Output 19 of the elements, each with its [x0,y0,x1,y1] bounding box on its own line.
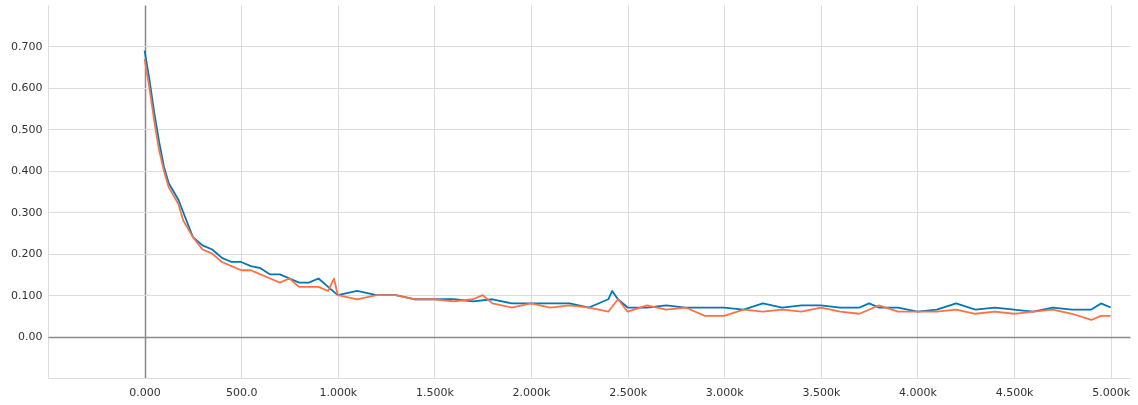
y-tick-label: 0.300 [11,205,43,219]
x-tick-label: 5.000k [1092,385,1131,399]
x-tick-label: 500.0 [225,385,258,399]
x-tick-label: 3.500k [802,385,841,399]
y-tick-label: 0.600 [11,81,43,95]
y-tick-label: 0.100 [11,288,43,302]
y-tick-label: 0.00 [18,330,43,344]
x-tick-label: 1.500k [415,385,455,399]
x-tick-label: 2.000k [512,385,552,399]
x-tick-label: 3.000k [705,385,745,399]
x-tick-label: 1.000k [319,385,358,399]
y-tick-label: 0.700 [11,39,43,53]
x-tick-label: 4.000k [899,385,938,399]
y-tick-label: 0.200 [11,247,43,261]
x-tick-label: 2.500k [609,385,648,399]
x-tick-label: 4.500k [995,385,1035,399]
y-tick-label: 0.400 [11,164,43,178]
y-tick-label: 0.500 [11,122,43,136]
x-tick-label: 0.000 [129,385,161,399]
